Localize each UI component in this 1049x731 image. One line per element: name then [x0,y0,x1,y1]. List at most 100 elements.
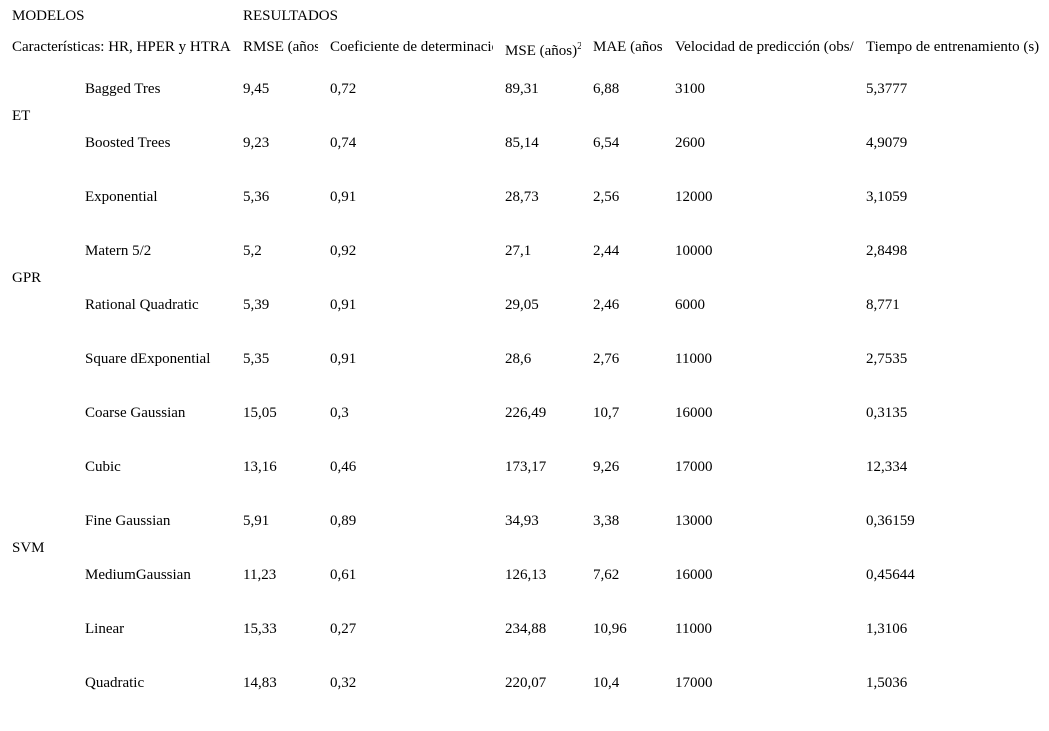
mse-cell: 27,1 [505,242,532,259]
coef-cell: 0,3 [330,404,349,421]
model-name-cell: Matern 5/2 [85,242,152,259]
rmse-cell: 5,2 [243,242,262,259]
rmse-cell: 11,23 [243,566,277,583]
column-header-mse: MSE (años)2 [493,32,581,62]
group-label-svm: SVM [12,539,45,556]
speed-cell: 10000 [675,242,713,259]
rmse-cell: 5,35 [243,350,270,367]
model-name-cell: Boosted Trees [85,134,171,151]
mae-cell: 10,4 [593,674,620,691]
mse-cell: 29,05 [505,296,539,313]
mse-cell: 89,31 [505,80,539,97]
group-label-gpr: GPR [12,269,42,286]
time-cell: 1,5036 [866,674,908,691]
results-table: MODELOS RESULTADOS Características: HR, … [0,0,1049,710]
rmse-cell: 5,91 [243,512,270,529]
coef-cell: 0,92 [330,242,357,259]
speed-cell: 17000 [675,458,713,475]
rmse-cell: 5,39 [243,296,270,313]
time-cell: 3,1059 [866,188,908,205]
speed-cell: 2600 [675,134,706,151]
mse-cell: 173,17 [505,458,547,475]
time-cell: 8,771 [866,296,900,313]
rmse-cell: 13,16 [243,458,277,475]
speed-cell: 17000 [675,674,713,691]
mae-cell: 2,76 [593,350,620,367]
table-row: Matern 5/2 5,2 0,92 27,1 2,44 10000 2,84… [0,224,1049,278]
coef-cell: 0,27 [330,620,357,637]
model-name-cell: Rational Quadratic [85,296,199,313]
column-header-time: Tiempo de entrenamiento (s) [866,38,1040,55]
rmse-cell: 5,36 [243,188,270,205]
model-name-cell: Coarse Gaussian [85,404,186,421]
coef-cell: 0,72 [330,80,357,97]
coef-cell: 0,89 [330,512,357,529]
rmse-cell: 15,05 [243,404,277,421]
column-header-rmse: RMSE (años) [243,38,319,55]
model-name-cell: Bagged Tres [85,80,161,97]
table-row: Linear 15,33 0,27 234,88 10,96 11000 1,3… [0,602,1049,656]
mae-cell: 6,88 [593,80,620,97]
mse-cell: 226,49 [505,404,547,421]
table-row: Boosted Trees 9,23 0,74 85,14 6,54 2600 … [0,116,1049,170]
time-cell: 2,8498 [866,242,908,259]
speed-cell: 13000 [675,512,713,529]
model-name-cell: Quadratic [85,674,145,691]
mae-cell: 3,38 [593,512,620,529]
mse-cell: 34,93 [505,512,539,529]
time-cell: 5,3777 [866,80,908,97]
coef-cell: 0,91 [330,296,357,313]
model-name-cell: Exponential [85,188,158,205]
speed-cell: 11000 [675,620,712,637]
mae-cell: 2,44 [593,242,620,259]
time-cell: 0,3135 [866,404,908,421]
column-header-speed: Velocidad de predicción (obs/s) [675,38,855,55]
table-row: GPR Exponential 5,36 0,91 28,73 2,56 120… [0,170,1049,286]
table-row: Cubic 13,16 0,46 173,17 9,26 17000 12,33… [0,440,1049,494]
section-title-modelos: MODELOS [12,7,85,24]
time-cell: 1,3106 [866,620,908,637]
mae-cell: 7,62 [593,566,620,583]
time-cell: 2,7535 [866,350,908,367]
time-cell: 12,334 [866,458,908,475]
table-title-row: MODELOS RESULTADOS [0,0,1049,32]
coef-cell: 0,32 [330,674,357,691]
time-cell: 0,45644 [866,566,915,583]
time-cell: 0,36159 [866,512,915,529]
mae-cell: 10,96 [593,620,627,637]
mae-cell: 2,46 [593,296,620,313]
speed-cell: 6000 [675,296,706,313]
mae-cell: 2,56 [593,188,620,205]
mse-cell: 126,13 [505,566,547,583]
speed-cell: 11000 [675,350,712,367]
model-name-cell: MediumGaussian [85,566,191,583]
speed-cell: 3100 [675,80,706,97]
column-header-features: Características: HR, HPER y HTRANS [12,38,232,55]
mae-cell: 9,26 [593,458,620,475]
table-row: Fine Gaussian 5,91 0,89 34,93 3,38 13000… [0,494,1049,548]
rmse-cell: 9,45 [243,80,270,97]
speed-cell: 16000 [675,566,713,583]
table-row: Rational Quadratic 5,39 0,91 29,05 2,46 … [0,278,1049,332]
rmse-cell: 15,33 [243,620,277,637]
table-row: Quadratic 14,83 0,32 220,07 10,4 17000 1… [0,656,1049,710]
model-name-cell: Linear [85,620,125,637]
mse-cell: 28,73 [505,188,539,205]
mse-cell: 28,6 [505,350,532,367]
coef-cell: 0,46 [330,458,357,475]
coef-cell: 0,61 [330,566,357,583]
coef-cell: 0,74 [330,134,357,151]
mae-cell: 6,54 [593,134,620,151]
mse-header-superscript: 2 [577,40,582,52]
coef-cell: 0,91 [330,188,357,205]
speed-cell: 12000 [675,188,713,205]
rmse-cell: 9,23 [243,134,270,151]
mse-cell: 220,07 [505,674,547,691]
column-header-mae: MAE (años) [593,38,664,55]
column-header-row: Características: HR, HPER y HTRANS RMSE … [0,32,1049,62]
model-name-cell: Square dExponential [85,350,211,367]
coef-cell: 0,91 [330,350,357,367]
table-row: MediumGaussian 11,23 0,61 126,13 7,62 16… [0,548,1049,602]
table-row: SVM Coarse Gaussian 15,05 0,3 226,49 10,… [0,386,1049,556]
group-label-et: ET [12,107,31,124]
